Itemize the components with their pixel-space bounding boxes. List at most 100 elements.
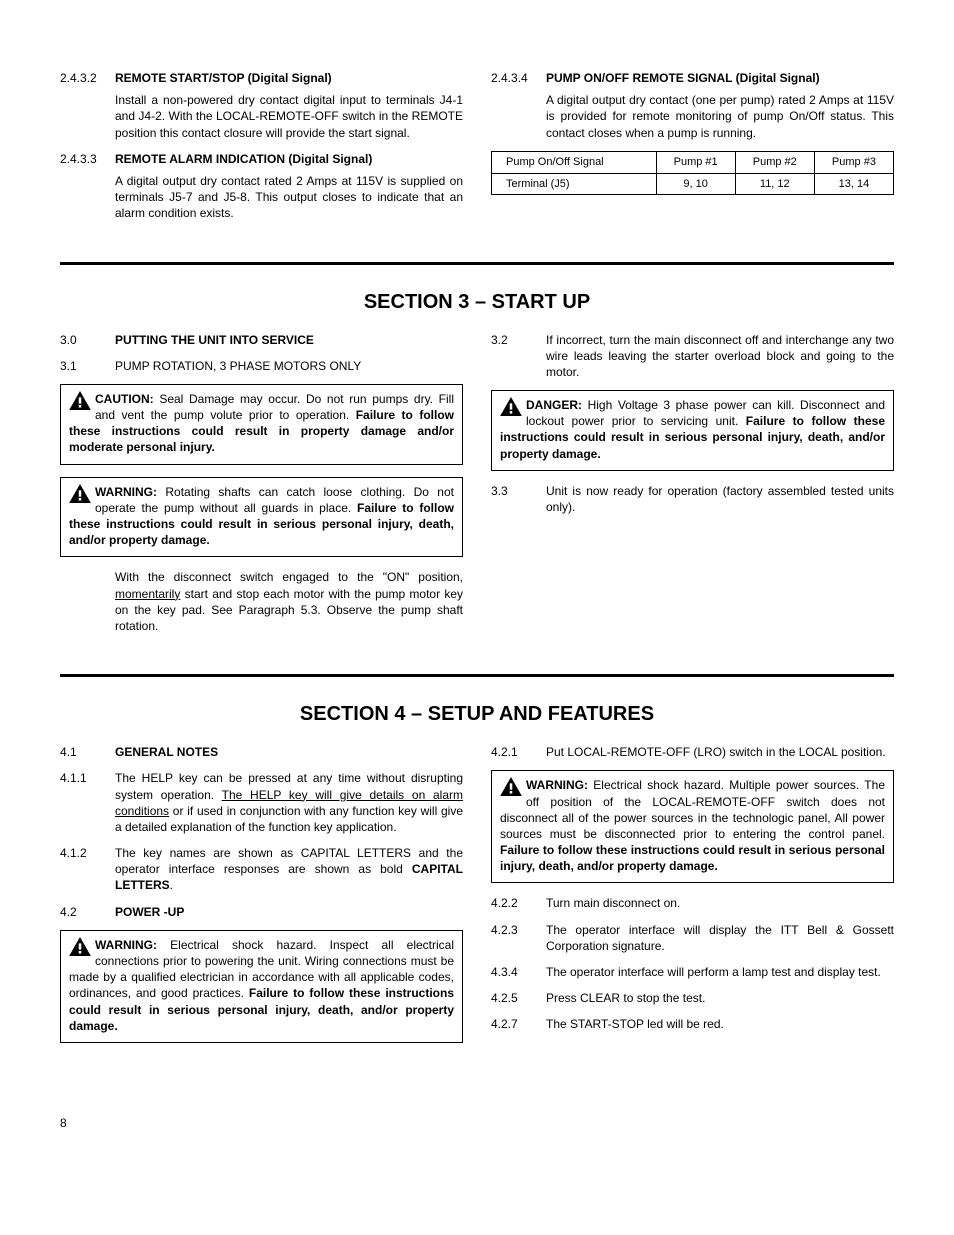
entry-text: Install a non-powered dry contact digita… (115, 92, 463, 141)
top-left-col: 2.4.3.2 REMOTE START/STOP (Digital Signa… (60, 70, 463, 232)
table-cell: Pump #2 (735, 151, 814, 173)
top-right-col: 2.4.3.4 PUMP ON/OFF REMOTE SIGNAL (Digit… (491, 70, 894, 232)
caution-box: CAUTION: Seal Damage may occur. Do not r… (60, 384, 463, 465)
entry-text: If incorrect, turn the main disconnect o… (546, 332, 894, 381)
entry-4-1-1: 4.1.1 The HELP key can be pressed at any… (60, 770, 463, 835)
entry-text: A digital output dry contact rated 2 Amp… (115, 173, 463, 222)
warn-label: CAUTION: (95, 392, 154, 406)
entry-text: Unit is now ready for operation (factory… (546, 483, 894, 515)
section-4-block: 4.1 GENERAL NOTES 4.1.1 The HELP key can… (60, 744, 894, 1055)
entry-4-1-2: 4.1.2 The key names are shown as CAPITAL… (60, 845, 463, 894)
entry-heading: PUMP ON/OFF REMOTE SIGNAL (Digital Signa… (546, 70, 894, 86)
indent-para: With the disconnect switch engaged to th… (115, 569, 463, 634)
divider (60, 674, 894, 677)
entry-heading: PUTTING THE UNIT INTO SERVICE (115, 332, 463, 348)
entry-4-2: 4.2 POWER -UP (60, 904, 463, 920)
table-cell: Pump #3 (814, 151, 893, 173)
entry-num: 3.1 (60, 358, 115, 374)
entry-num: 4.2.5 (491, 990, 546, 1006)
warn-label: DANGER: (526, 398, 582, 412)
section-3-block: 3.0 PUTTING THE UNIT INTO SERVICE 3.1 PU… (60, 332, 894, 645)
entry-text: The operator interface will perform a la… (546, 964, 894, 980)
table-row: Terminal (J5) 9, 10 11, 12 13, 14 (492, 173, 894, 195)
entry-3-3: 3.3 Unit is now ready for operation (fac… (491, 483, 894, 515)
warning-triangle-icon (500, 397, 522, 416)
text-pre: The key names are shown as CAPITAL LETTE… (115, 846, 463, 876)
entry-text: The key names are shown as CAPITAL LETTE… (115, 845, 463, 894)
list-item: 4.3.4The operator interface will perform… (491, 964, 894, 980)
entry-num: 3.3 (491, 483, 546, 515)
warning-triangle-icon (500, 777, 522, 796)
section-4-title: SECTION 4 – SETUP AND FEATURES (60, 701, 894, 728)
top-block: 2.4.3.2 REMOTE START/STOP (Digital Signa… (60, 70, 894, 232)
table-cell: 11, 12 (735, 173, 814, 195)
entry-text: Turn main disconnect on. (546, 895, 894, 911)
warning-box: WARNING: Electrical shock hazard. Multip… (491, 770, 894, 883)
table-cell: 13, 14 (814, 173, 893, 195)
danger-box: DANGER: High Voltage 3 phase power can k… (491, 390, 894, 471)
s3-right-col: 3.2 If incorrect, turn the main disconne… (491, 332, 894, 645)
entry-3-0: 3.0 PUTTING THE UNIT INTO SERVICE (60, 332, 463, 348)
entry-4-1: 4.1 GENERAL NOTES (60, 744, 463, 760)
page-number: 8 (60, 1115, 894, 1131)
entry-text: The operator interface will display the … (546, 922, 894, 954)
warn-label: WARNING: (95, 938, 157, 952)
entry-num: 2.4.3.4 (491, 70, 546, 141)
warning-triangle-icon (69, 484, 91, 503)
entry-text: The HELP key can be pressed at any time … (115, 770, 463, 835)
entry-text: A digital output dry contact (one per pu… (546, 92, 894, 141)
entry-num: 4.1.2 (60, 845, 115, 894)
entry-num: 4.2.1 (491, 744, 546, 760)
table-cell: Terminal (J5) (492, 173, 657, 195)
entry-3-2: 3.2 If incorrect, turn the main disconne… (491, 332, 894, 381)
entry-4-2-1: 4.2.1 Put LOCAL-REMOTE-OFF (LRO) switch … (491, 744, 894, 760)
entry-num: 4.2.3 (491, 922, 546, 954)
entry-2-4-3-3: 2.4.3.3 REMOTE ALARM INDICATION (Digital… (60, 151, 463, 222)
warning-triangle-icon (69, 937, 91, 956)
entry-num: 4.2.7 (491, 1016, 546, 1032)
table-cell: Pump #1 (656, 151, 735, 173)
table-cell: Pump On/Off Signal (492, 151, 657, 173)
entry-text: The START-STOP led will be red. (546, 1016, 894, 1032)
s4-right-col: 4.2.1 Put LOCAL-REMOTE-OFF (LRO) switch … (491, 744, 894, 1055)
entry-num: 4.3.4 (491, 964, 546, 980)
pump-table: Pump On/Off Signal Pump #1 Pump #2 Pump … (491, 151, 894, 196)
entry-2-4-3-2: 2.4.3.2 REMOTE START/STOP (Digital Signa… (60, 70, 463, 141)
entry-num: 4.2.2 (491, 895, 546, 911)
para-underline: momentarily (115, 587, 180, 601)
entry-2-4-3-4: 2.4.3.4 PUMP ON/OFF REMOTE SIGNAL (Digit… (491, 70, 894, 141)
entry-num: 4.1 (60, 744, 115, 760)
para-pre: With the disconnect switch engaged to th… (115, 570, 463, 584)
entry-heading: REMOTE START/STOP (Digital Signal) (115, 70, 463, 86)
entry-num: 4.2 (60, 904, 115, 920)
warning-box: WARNING: Electrical shock hazard. Inspec… (60, 930, 463, 1043)
s4-right-list: 4.2.2Turn main disconnect on.4.2.3The op… (491, 895, 894, 1032)
entry-num: 2.4.3.3 (60, 151, 115, 222)
warn-label: WARNING: (95, 485, 157, 499)
s4-left-col: 4.1 GENERAL NOTES 4.1.1 The HELP key can… (60, 744, 463, 1055)
entry-text: PUMP ROTATION, 3 PHASE MOTORS ONLY (115, 358, 463, 374)
warning-triangle-icon (69, 391, 91, 410)
warn-bold: Failure to follow these instructions cou… (500, 843, 885, 873)
entry-heading: POWER -UP (115, 904, 463, 920)
list-item: 4.2.5Press CLEAR to stop the test. (491, 990, 894, 1006)
warning-box: WARNING: Rotating shafts can catch loose… (60, 477, 463, 558)
entry-heading: GENERAL NOTES (115, 744, 463, 760)
warn-label: WARNING: (526, 778, 588, 792)
entry-num: 3.0 (60, 332, 115, 348)
list-item: 4.2.2Turn main disconnect on. (491, 895, 894, 911)
table-cell: 9, 10 (656, 173, 735, 195)
text-post: . (170, 878, 173, 892)
list-item: 4.2.3The operator interface will display… (491, 922, 894, 954)
divider (60, 262, 894, 265)
section-3-title: SECTION 3 – START UP (60, 289, 894, 316)
entry-text: Press CLEAR to stop the test. (546, 990, 894, 1006)
s3-left-col: 3.0 PUTTING THE UNIT INTO SERVICE 3.1 PU… (60, 332, 463, 645)
entry-3-1: 3.1 PUMP ROTATION, 3 PHASE MOTORS ONLY (60, 358, 463, 374)
entry-heading: REMOTE ALARM INDICATION (Digital Signal) (115, 151, 463, 167)
entry-num: 4.1.1 (60, 770, 115, 835)
table-row: Pump On/Off Signal Pump #1 Pump #2 Pump … (492, 151, 894, 173)
entry-num: 3.2 (491, 332, 546, 381)
list-item: 4.2.7The START-STOP led will be red. (491, 1016, 894, 1032)
entry-num: 2.4.3.2 (60, 70, 115, 141)
